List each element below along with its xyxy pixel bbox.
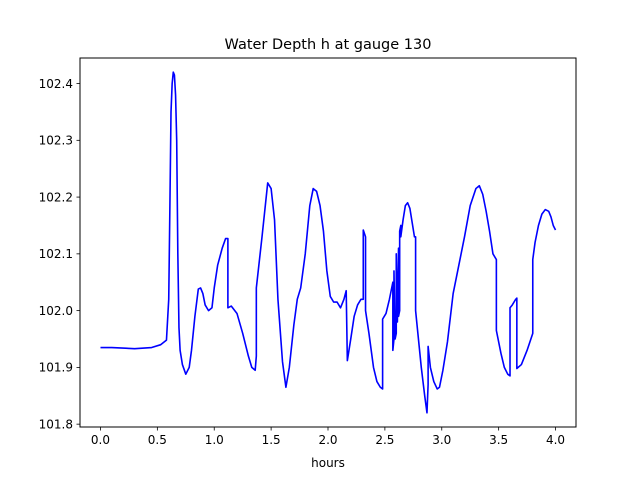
x-tick-label: 3.5	[489, 433, 508, 447]
x-tick-label: 1.0	[205, 433, 224, 447]
y-tick-label: 102.4	[39, 77, 73, 91]
y-tick-label: 101.9	[39, 361, 73, 375]
y-tick-label: 102.2	[39, 190, 73, 204]
series-line-0	[100, 71, 557, 414]
y-tick-label: 101.8	[39, 417, 73, 431]
y-tick-label: 102.3	[39, 134, 73, 148]
x-tick-label: 2.0	[318, 433, 337, 447]
x-axis-label: hours	[311, 456, 345, 470]
x-tick-label: 2.5	[375, 433, 394, 447]
x-axis: 0.0 0.5 1.0 1.5 2.0 2.5 3.0 3.5 4.0	[91, 427, 565, 447]
x-tick-label: 0.5	[148, 433, 167, 447]
plot-frame	[79, 57, 577, 428]
y-tick-label: 102.1	[39, 247, 73, 261]
x-tick-label: 4.0	[546, 433, 565, 447]
y-tick-label: 102.0	[39, 304, 73, 318]
x-tick-label: 3.0	[432, 433, 451, 447]
x-tick-label: 1.5	[262, 433, 281, 447]
chart-title: Water Depth h at gauge 130	[225, 37, 432, 53]
y-axis: 101.8 101.9 102.0 102.1 102.2 102.3 102.4	[39, 77, 80, 431]
x-tick-label: 0.0	[91, 433, 110, 447]
line-layer	[100, 71, 557, 414]
